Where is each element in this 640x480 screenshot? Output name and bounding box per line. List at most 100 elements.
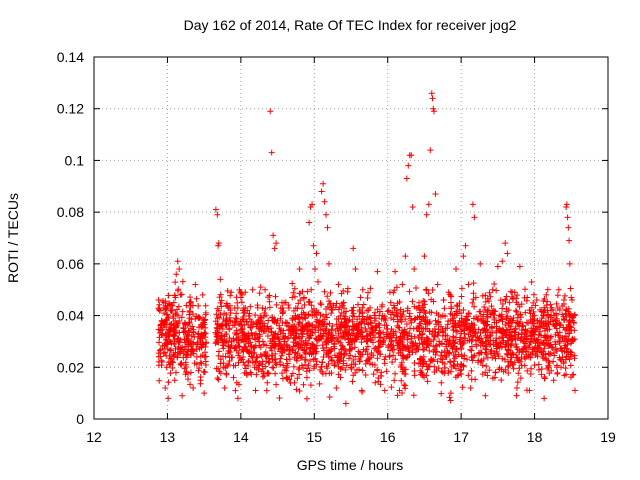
scatter-point [400,353,407,360]
scatter-point [563,324,570,331]
scatter-point [402,382,409,389]
scatter-point [303,330,310,337]
scatter-point [323,211,330,218]
scatter-point [416,328,423,335]
scatter-point [492,308,499,315]
scatter-point [382,317,389,324]
scatter-point [156,329,163,336]
scatter-point [562,365,569,372]
scatter-point [223,302,230,309]
x-tick-label: 14 [233,429,249,445]
scatter-point [172,345,179,352]
scatter-point [217,276,224,283]
scatter-point [342,400,349,407]
scatter-point [268,149,275,156]
scatter-point [240,359,247,366]
scatter-point [341,351,348,358]
scatter-point [342,335,349,342]
scatter-point [340,333,347,340]
scatter-point [431,332,438,339]
scatter-point [351,344,358,351]
scatter-point [456,306,463,313]
scatter-point [214,315,221,322]
scatter-point [403,354,410,361]
scatter-point [326,320,333,327]
scatter-point [487,348,494,355]
scatter-point [348,364,354,371]
scatter-point [294,341,301,348]
scatter-point [348,345,355,352]
scatter-point [283,342,290,349]
scatter-point [426,320,433,327]
scatter-point [568,294,575,301]
scatter-point [261,341,268,348]
scatter-point [436,338,443,345]
scatter-point [535,366,542,373]
scatter-point [505,347,512,354]
scatter-point [300,324,307,331]
scatter-point [180,325,187,332]
scatter-point [179,344,186,351]
scatter-point [320,345,327,352]
scatter-point [335,306,342,313]
scatter-point [162,384,169,391]
scatter-point [351,338,358,345]
scatter-point [469,336,476,343]
scatter-point [446,340,453,347]
scatter-point [375,330,382,337]
scatter-point [421,308,428,315]
scatter-point [417,356,424,363]
scatter-point [439,328,446,335]
scatter-point [328,326,335,333]
scatter-point [297,344,304,351]
scatter-point [410,340,417,347]
scatter-point [510,295,517,302]
scatter-point [177,361,184,368]
scatter-point [198,360,205,367]
scatter-point [563,203,570,210]
scatter-point [379,312,386,319]
scatter-point [505,362,512,369]
scatter-point [535,361,542,368]
scatter-point [279,310,286,317]
scatter-point [333,321,340,328]
scatter-point [462,242,469,249]
scatter-point [242,289,249,296]
scatter-point [491,280,498,287]
scatter-point [269,314,276,321]
scatter-point [276,322,283,329]
scatter-point [542,332,549,339]
scatter-point [406,348,413,355]
scatter-point [567,323,574,330]
scatter-point [482,345,489,352]
scatter-point [288,373,295,380]
scatter-point [524,367,531,374]
scatter-point [301,301,308,308]
scatter-point [399,311,406,318]
scatter-point [521,353,528,360]
scatter-point [404,336,411,343]
scatter-point [299,331,306,338]
scatter-point [504,363,511,370]
scatter-point [167,370,174,377]
scatter-point [254,320,261,327]
scatter-point [167,355,174,362]
y-tick-labels: 0 0.02 0.04 0.06 0.08 0.1 0.12 0.14 [57,49,84,427]
scatter-point [470,280,477,287]
scatter-point [279,346,286,353]
scatter-point [438,390,445,397]
scatter-point [193,354,200,361]
scatter-point [213,311,220,318]
scatter-point [232,387,239,394]
scatter-point [244,307,251,314]
scatter-point [360,301,367,308]
scatter-point [415,360,422,367]
scatter-point [467,346,474,353]
scatter-point [498,377,505,384]
scatter-point [223,370,230,377]
scatter-point [218,303,225,310]
scatter-point [356,366,363,373]
scatter-point [451,362,458,369]
x-tick-label: 12 [86,429,102,445]
scatter-point [172,369,179,376]
